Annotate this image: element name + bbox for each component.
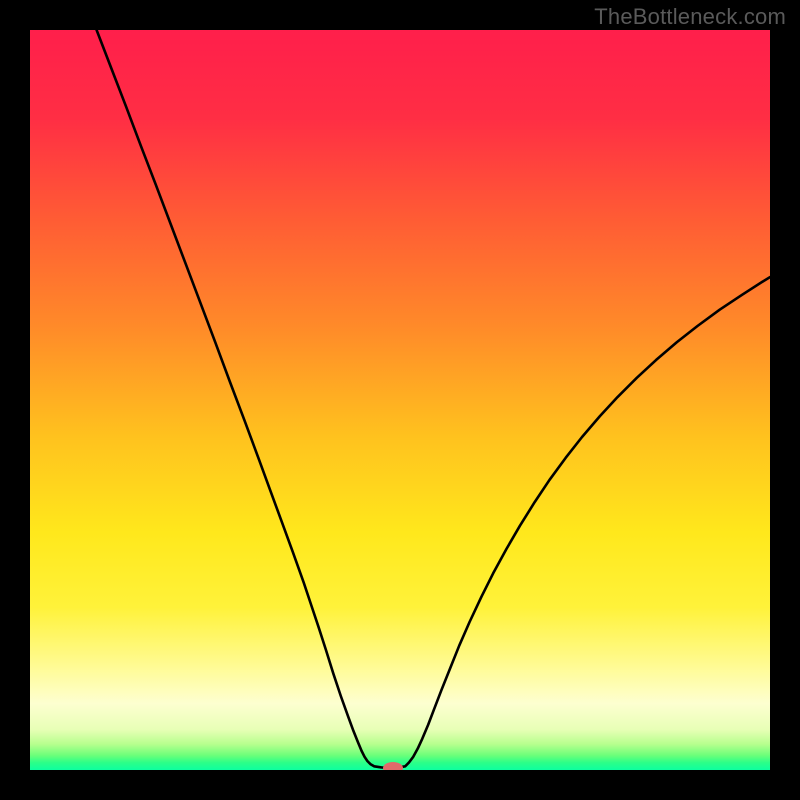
watermark-text: TheBottleneck.com: [594, 4, 786, 30]
bottleneck-chart: [30, 30, 770, 770]
curve-path: [97, 30, 770, 768]
bottleneck-curve: [30, 30, 770, 770]
optimal-point-marker: [383, 762, 403, 770]
